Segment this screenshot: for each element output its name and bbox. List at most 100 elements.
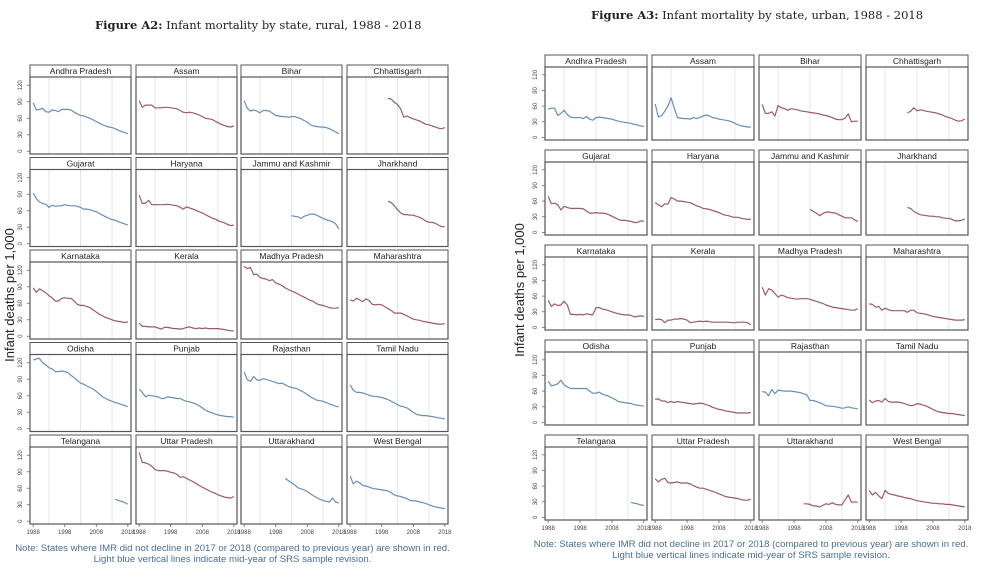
strip-label: Uttarakhand bbox=[268, 436, 315, 446]
y-tick-label: 0 bbox=[533, 230, 539, 234]
panel-frame bbox=[758, 446, 862, 521]
panel-frame bbox=[346, 261, 449, 340]
strip-label: Uttar Pradesh bbox=[160, 436, 213, 446]
rural-note-line1: Note: States where IMR did not decline i… bbox=[15, 543, 450, 554]
x-tick-label: 1988 bbox=[26, 530, 40, 536]
y-tick-label: 120 bbox=[533, 164, 539, 175]
rural-panel-karnataka: Karnataka 0 30 60 90 120 bbox=[18, 249, 132, 340]
y-tick-label: 90 bbox=[533, 371, 539, 378]
rural-panel-bihar: Bihar bbox=[240, 64, 343, 155]
series-line-uttar-pradesh bbox=[654, 477, 751, 501]
y-tick-label: 0 bbox=[533, 420, 539, 424]
panel-frame bbox=[651, 256, 755, 331]
strip-label: Madhya Pradesh bbox=[778, 246, 843, 256]
urban-panel-haryana: Haryana bbox=[651, 149, 755, 236]
x-tick-label: 2018 bbox=[227, 530, 241, 536]
y-tick-label: 0 bbox=[18, 426, 24, 430]
rural-panel-jammu-and-kashmir: Jammu and Kashmir bbox=[240, 157, 343, 248]
strip-label: Haryana bbox=[170, 159, 202, 169]
panel-frame bbox=[651, 351, 755, 426]
series-line-andhra-pradesh bbox=[32, 102, 129, 135]
series-line-haryana bbox=[138, 195, 234, 227]
y-tick-label: 0 bbox=[18, 149, 24, 153]
y-tick-label: 90 bbox=[533, 466, 539, 473]
series-line-karnataka bbox=[32, 287, 128, 324]
series-line-haryana bbox=[654, 196, 751, 220]
panel-frame bbox=[865, 161, 969, 236]
strip-label: Rajasthan bbox=[272, 344, 311, 354]
strip-label: Kerala bbox=[691, 246, 716, 256]
rural-panel-maharashtra: Maharashtra bbox=[346, 249, 449, 340]
strip-label: Tamil Nadu bbox=[376, 344, 419, 354]
panel-frame bbox=[135, 446, 238, 525]
y-tick-label: 30 bbox=[18, 408, 24, 415]
x-tick-label: 2018 bbox=[637, 526, 651, 532]
series-line-jammu-and-kashmir bbox=[291, 213, 340, 230]
series-line-gujarat bbox=[547, 196, 644, 224]
urban-panel-maharashtra: Maharashtra bbox=[865, 244, 969, 331]
strip-label: West Bengal bbox=[893, 436, 941, 446]
rural-note: Note: States where IMR did not decline i… bbox=[0, 543, 465, 565]
panel-frame bbox=[544, 351, 648, 426]
rural-figure: Infant deaths per 1,000 Andhra Pradesh 0 30… bbox=[2, 64, 452, 536]
series-line-punjab bbox=[138, 388, 234, 418]
y-tick-label: 60 bbox=[533, 482, 539, 489]
strip-label: Jharkhand bbox=[378, 159, 418, 169]
strip-label: Telangana bbox=[576, 436, 616, 446]
series-line-chhattisgarh bbox=[907, 107, 966, 122]
x-tick-label: 2018 bbox=[744, 526, 758, 532]
y-tick-label: 120 bbox=[18, 172, 24, 183]
urban-panel-rajasthan: Rajasthan bbox=[758, 339, 862, 426]
urban-panel-karnataka: Karnataka 0 30 60 90 120 bbox=[533, 244, 648, 331]
strip-label: Andhra Pradesh bbox=[50, 66, 112, 76]
rural-panel-punjab: Punjab bbox=[135, 342, 238, 433]
panel-frame bbox=[29, 168, 132, 248]
y-tick-label: 0 bbox=[533, 515, 539, 519]
panel-frame bbox=[865, 66, 969, 141]
urban-y-axis-title: Infant deaths per 1,000 bbox=[512, 223, 527, 357]
y-tick-label: 90 bbox=[18, 190, 24, 197]
urban-panel-andhra-pradesh: Andhra Pradesh 0 30 60 90 120 bbox=[533, 54, 648, 141]
y-tick-label: 60 bbox=[18, 207, 24, 214]
series-line-uttarakhand bbox=[284, 477, 340, 504]
rural-panel-assam: Assam bbox=[135, 64, 238, 155]
series-line-bihar bbox=[761, 104, 858, 123]
series-line-kerala bbox=[655, 317, 752, 326]
strip-label: Jharkhand bbox=[897, 151, 937, 161]
x-tick-label: 1988 bbox=[649, 526, 663, 532]
y-tick-label: 60 bbox=[533, 292, 539, 299]
series-line-andhra-pradesh bbox=[548, 107, 644, 127]
strip-label: Maharashtra bbox=[374, 251, 422, 261]
strip-label: Tamil Nadu bbox=[896, 341, 939, 351]
y-tick-label: 120 bbox=[533, 69, 539, 80]
urban-note-line1: Note: States where IMR did not decline i… bbox=[533, 539, 969, 550]
urban-panel-uttarakhand: Uttarakhand 1988 1998 2008 2018 bbox=[756, 434, 865, 532]
x-tick-label: 2018 bbox=[438, 530, 452, 536]
x-tick-label: 2008 bbox=[926, 526, 940, 532]
urban-figure-title-text: Infant mortality by state, urban, 1988 -… bbox=[662, 8, 924, 22]
urban-panel-odisha: Odisha 0 30 60 90 120 bbox=[533, 339, 648, 426]
panel-frame bbox=[240, 261, 343, 340]
strip-label: Punjab bbox=[690, 341, 717, 351]
x-tick-label: 1998 bbox=[269, 530, 283, 536]
y-tick-label: 30 bbox=[18, 501, 24, 508]
urban-panel-tamil-nadu: Tamil Nadu bbox=[865, 339, 969, 426]
rural-figure-label: Figure A2: bbox=[95, 18, 163, 32]
series-line-assam bbox=[138, 100, 234, 128]
rural-panel-rajasthan: Rajasthan bbox=[240, 342, 343, 433]
y-tick-label: 120 bbox=[18, 80, 24, 91]
urban-note-line2: Light blue vertical lines indicate mid-y… bbox=[612, 550, 890, 561]
series-line-jharkhand bbox=[387, 200, 445, 228]
rural-panel-uttar-pradesh: Uttar Pradesh 1988 1998 2008 2018 bbox=[132, 434, 241, 536]
y-tick-label: 90 bbox=[18, 283, 24, 290]
series-line-rajasthan bbox=[243, 371, 339, 408]
strip-label: Karnataka bbox=[61, 251, 100, 261]
urban-figure-label: Figure A3: bbox=[591, 8, 659, 22]
urban-panel-jammu-and-kashmir: Jammu and Kashmir bbox=[758, 149, 862, 236]
series-line-maharashtra bbox=[869, 303, 965, 321]
series-line-telangana bbox=[115, 498, 129, 505]
y-tick-label: 30 bbox=[533, 403, 539, 410]
series-line-jharkhand bbox=[907, 206, 966, 222]
x-tick-label: 1988 bbox=[756, 526, 770, 532]
panel-frame bbox=[651, 446, 755, 521]
